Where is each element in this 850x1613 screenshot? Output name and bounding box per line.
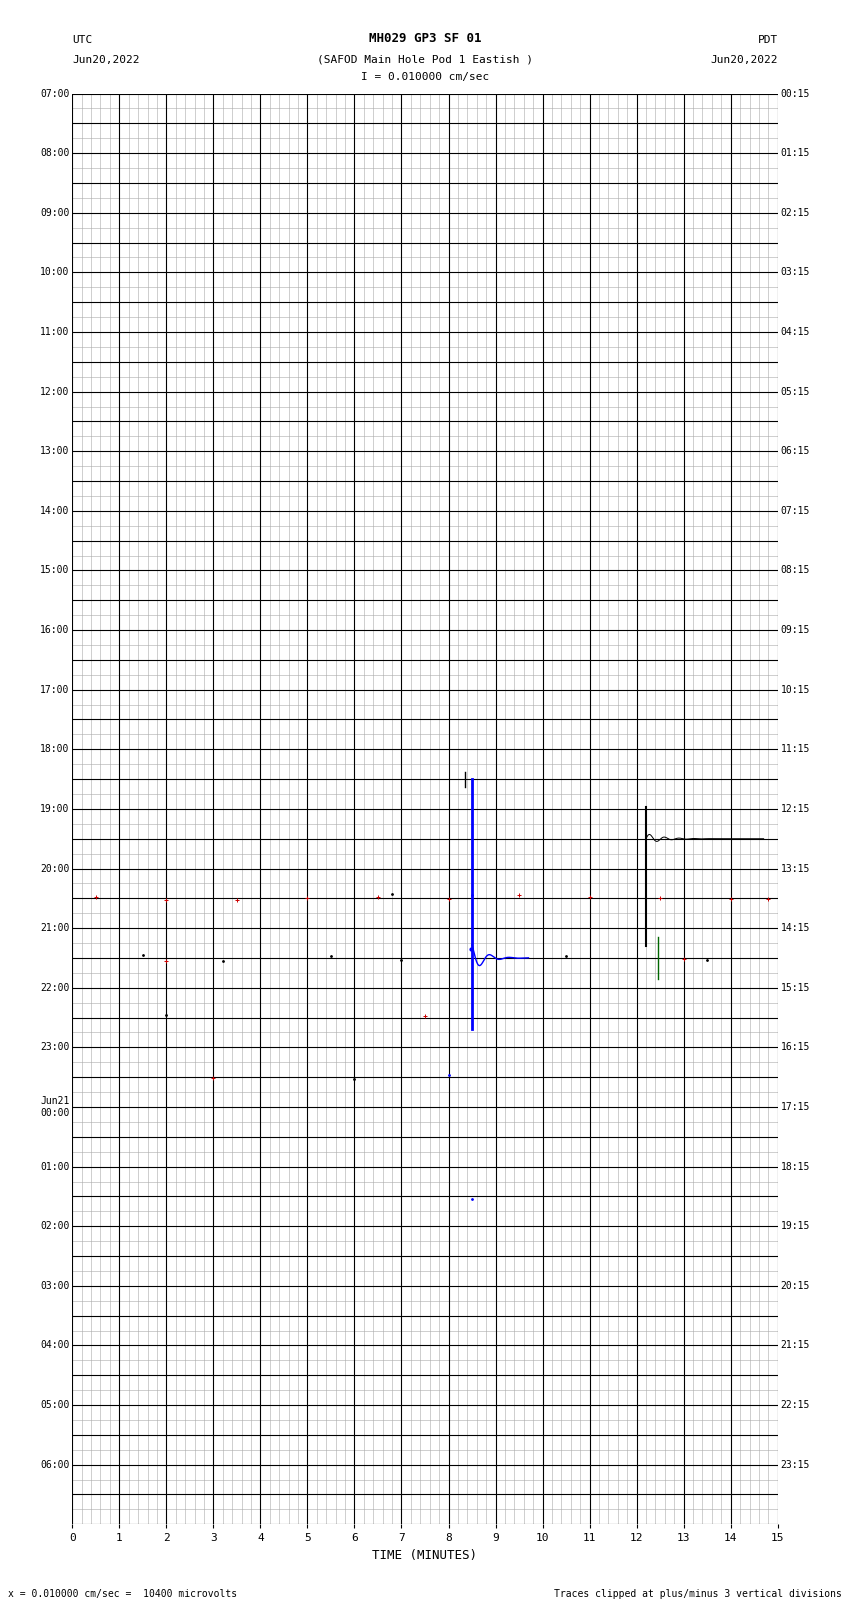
Text: Traces clipped at plus/minus 3 vertical divisions: Traces clipped at plus/minus 3 vertical … xyxy=(553,1589,842,1598)
Text: PDT: PDT xyxy=(757,35,778,45)
Text: (SAFOD Main Hole Pod 1 Eastish ): (SAFOD Main Hole Pod 1 Eastish ) xyxy=(317,55,533,65)
Text: x = 0.010000 cm/sec =  10400 microvolts: x = 0.010000 cm/sec = 10400 microvolts xyxy=(8,1589,238,1598)
X-axis label: TIME (MINUTES): TIME (MINUTES) xyxy=(372,1548,478,1561)
Text: Jun20,2022: Jun20,2022 xyxy=(72,55,139,65)
Text: MH029 GP3 SF 01: MH029 GP3 SF 01 xyxy=(369,32,481,45)
Text: Jun20,2022: Jun20,2022 xyxy=(711,55,778,65)
Text: UTC: UTC xyxy=(72,35,93,45)
Text: I = 0.010000 cm/sec: I = 0.010000 cm/sec xyxy=(361,73,489,82)
